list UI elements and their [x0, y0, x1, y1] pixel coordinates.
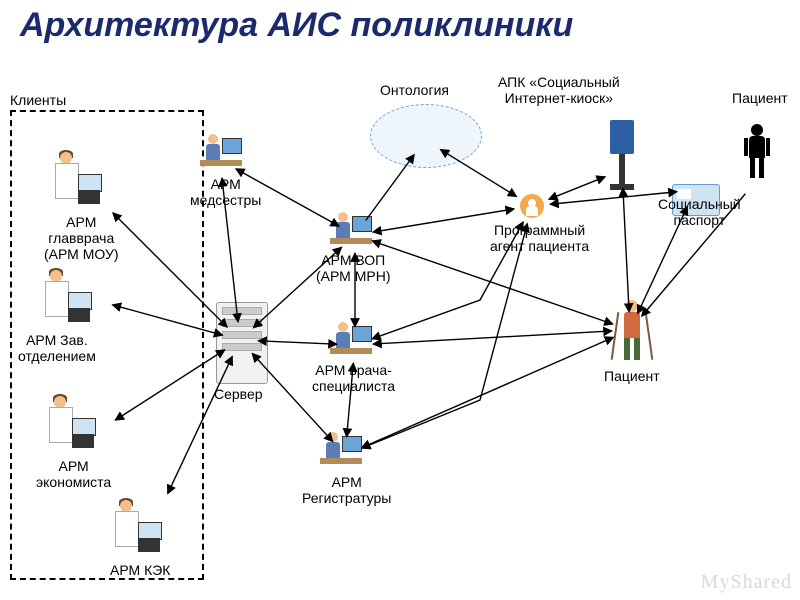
- kek-label: АРМ КЭК: [110, 562, 170, 578]
- nurse-icon: [200, 132, 242, 172]
- server-icon: [216, 302, 268, 384]
- reg-icon: [320, 430, 362, 470]
- passport-label: Социальный паспорт: [658, 196, 741, 228]
- agent-icon: [520, 194, 544, 218]
- kek-icon: [110, 498, 162, 560]
- ontology-icon: [370, 104, 482, 168]
- page-title: Архитектура АИС поликлиники: [20, 6, 573, 45]
- vop-label: АРМ ВОП (АРМ МРН): [316, 252, 391, 284]
- chief-icon: [50, 150, 102, 212]
- watermark: MyShared: [701, 571, 792, 594]
- ontology-label: Онтология: [380, 82, 449, 98]
- clients-label: Клиенты: [10, 92, 66, 108]
- econ-icon: [44, 394, 96, 456]
- apk-label: АПК «Социальный Интернет-киоск»: [498, 74, 620, 106]
- agent-label: Программный агент пациента: [490, 222, 589, 254]
- kiosk-icon: [610, 120, 634, 190]
- person-icon: [744, 124, 770, 178]
- reg-label: АРМ Регистратуры: [302, 474, 391, 506]
- spec-icon: [330, 320, 372, 360]
- spec-label: АРМ врача- специалиста: [312, 362, 395, 394]
- server-label: Сервер: [214, 386, 263, 402]
- econ-label: АРМ экономиста: [36, 458, 111, 490]
- head-label: АРМ Зав. отделением: [18, 332, 96, 364]
- chief-label: АРМ главврача (АРМ МОУ): [44, 214, 119, 262]
- patient-label: Пациент: [604, 368, 660, 384]
- nurse-label: АРМ медсестры: [190, 176, 261, 208]
- patient-icon: [612, 300, 652, 364]
- patient-top-label: Пациент: [732, 90, 788, 106]
- vop-icon: [330, 210, 372, 250]
- head-icon: [40, 268, 92, 330]
